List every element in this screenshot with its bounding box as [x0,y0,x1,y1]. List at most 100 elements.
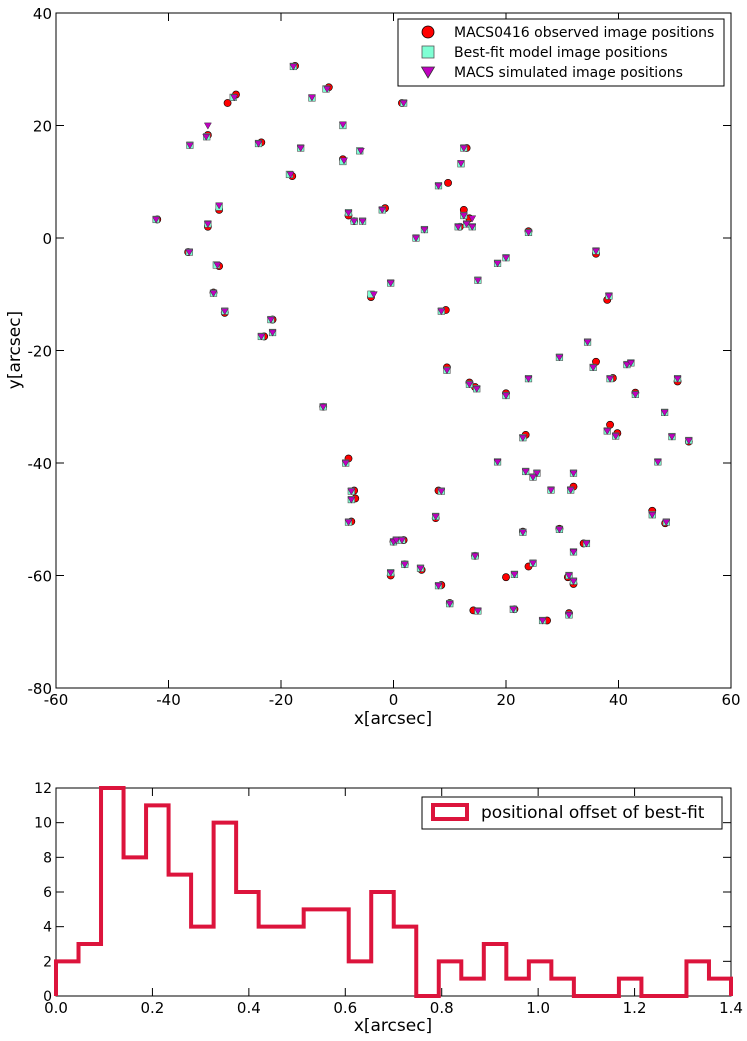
simulated-point [459,145,468,153]
simulated-point [502,392,510,400]
scatter-y-tick-label: -20 [28,343,53,361]
simulated-point [344,519,353,527]
simulated-point [185,249,194,257]
simulated-point [220,308,229,316]
simulated-point [462,221,471,229]
simulated-point [468,223,477,231]
scatter-points [152,61,693,625]
simulated-point [443,367,451,375]
simulated-point [582,540,591,548]
simulated-point [416,565,425,573]
simulated-point [185,142,194,150]
legend-observed-label: MACS0416 observed image positions [454,25,714,41]
histogram-legend-box [421,796,723,830]
simulated-point [569,470,578,478]
simulated-point [209,290,218,298]
scatter-plot-frame [55,12,732,689]
histogram-y-tick-label: 6 [43,885,52,901]
legend-offset-label: positional offset of best-fit [481,803,705,823]
simulated-point [673,375,682,383]
simulated-point [589,364,598,372]
scatter-x-tick-label: 60 [721,691,740,709]
simulated-point [202,133,211,141]
scatter-x-axis-label: x[arcsec] [354,709,432,729]
scatter-y-tick-label: -80 [28,680,53,698]
observed-point [502,573,510,582]
simulated-point [437,488,446,496]
histogram-tick-labels: 0.0 0.2 0.4 0.6 0.8 1.0 1.2 1.4 0 2 4 6 8 10 12 [34,781,743,1017]
legend-offset-marker [431,803,469,821]
simulated-point [603,428,612,436]
simulated-point [254,140,263,148]
histogram-x-tick-label: 1.2 [623,999,647,1017]
simulated-point [605,293,613,301]
simulated-point [341,460,350,468]
simulated-point [398,537,406,545]
scatter-ticks [55,12,732,689]
simulated-point [648,511,657,519]
histogram-y-tick-label: 2 [43,954,52,970]
simulated-point [583,339,592,347]
scatter-x-tick-label: 0 [389,691,399,709]
simulated-point [203,221,212,229]
simulated-point [566,487,575,495]
simulated-point [592,248,600,256]
simulated-point [266,316,275,324]
simulated-point [529,474,537,482]
simulated-point [434,582,443,590]
simulated-point [606,375,614,383]
simulated-point [152,216,161,224]
simulated-point [471,552,479,560]
simulated-point [611,433,620,441]
observed-point [444,178,452,187]
histogram-x-tick-label: 0.8 [430,999,454,1017]
simulated-point [369,291,378,299]
simulated-point [268,329,277,337]
simulated-point [565,612,573,619]
simulated-point [386,280,395,288]
simulated-point [524,229,533,237]
simulated-point [213,262,222,270]
simulated-point [555,526,564,534]
legend-model-label: Best-fit model image positions [454,45,668,61]
scatter-x-tick-label: -40 [156,691,181,709]
scatter-x-tick-label: 20 [496,691,515,709]
simulated-point [203,122,212,130]
simulated-point [344,209,353,217]
simulated-point [434,182,443,190]
simulated-point [524,375,533,383]
simulated-point [386,569,395,577]
simulated-point [538,617,547,625]
scatter-y-tick-label: 0 [42,230,52,248]
histogram-x-axis-label: x[arcsec] [354,1016,432,1036]
simulated-point [653,459,662,466]
histogram-y-tick-label: 0 [43,989,52,1005]
simulated-point [459,212,468,220]
simulated-point [457,160,465,168]
simulated-point [662,519,671,527]
simulated-point [412,235,420,243]
simulated-point [668,433,676,441]
scatter-legend-box [397,18,725,87]
simulated-point [529,560,537,568]
simulated-point [454,223,463,231]
histogram-x-tick-label: 1.0 [526,999,550,1017]
simulated-point [547,487,555,495]
simulated-point [296,145,305,153]
simulated-point [660,409,669,417]
simulated-point [392,537,401,545]
series-triangle-down [152,63,693,625]
simulated-point [289,63,298,71]
simulated-point [420,226,429,234]
simulated-point [626,360,635,367]
simulated-point [215,202,224,210]
simulated-point [623,361,631,369]
histogram-y-tick-label: 12 [34,781,52,797]
simulated-point [493,459,502,466]
simulated-point [308,94,316,102]
legend-observed-marker [421,25,435,39]
observed-point [223,99,232,107]
simulated-point [437,308,446,316]
